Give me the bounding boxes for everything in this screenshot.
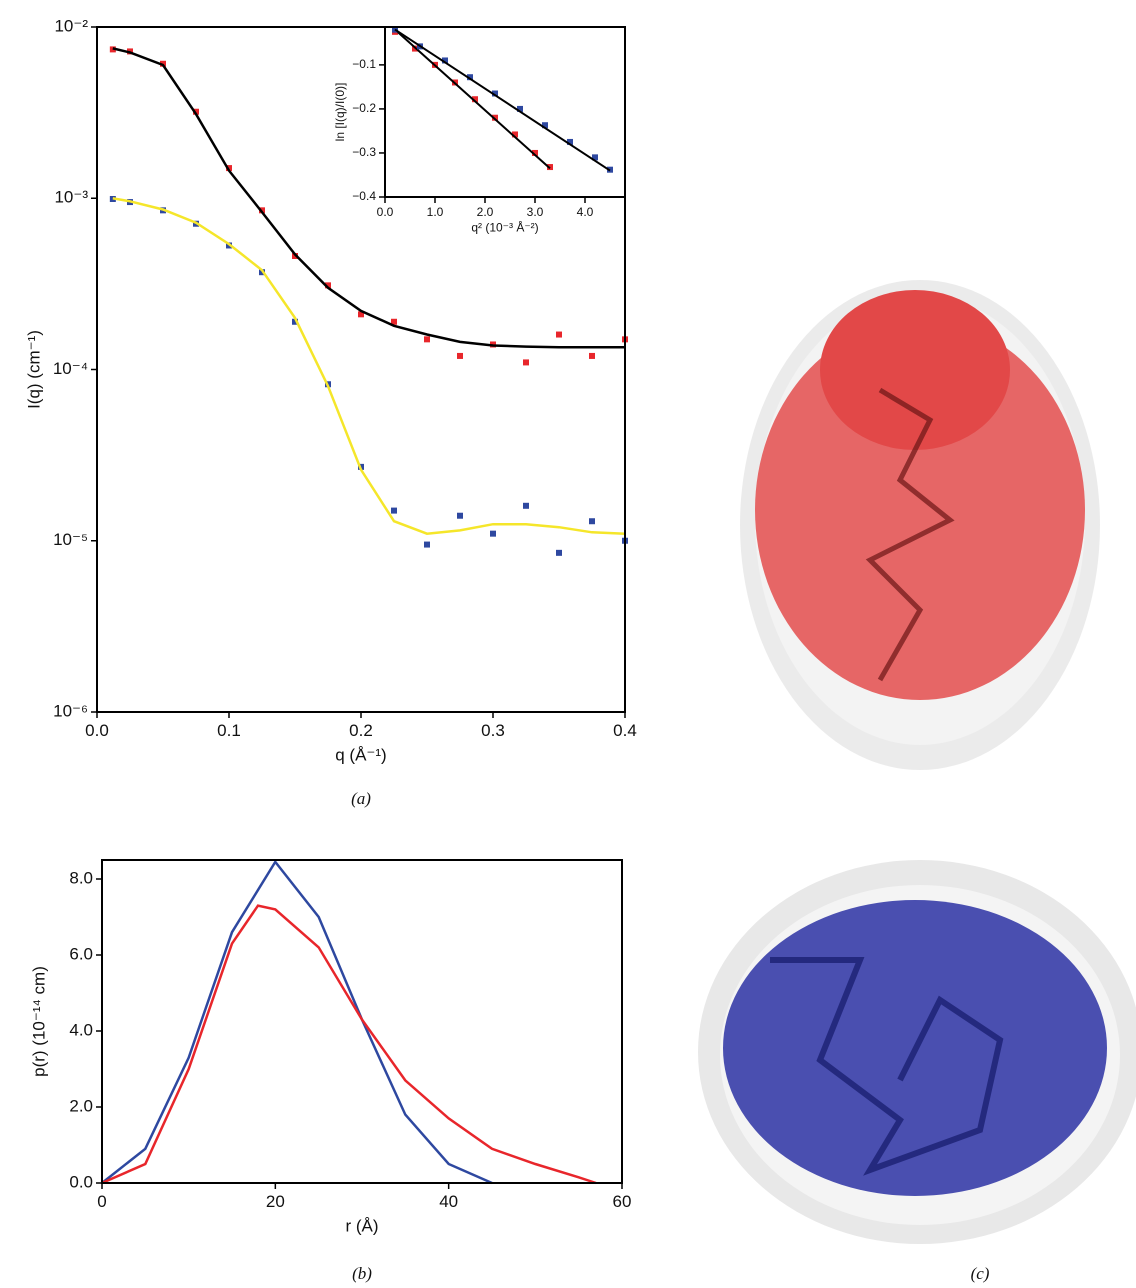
y-tick-label: 0.0 [69, 1172, 93, 1191]
y-tick-label: 10⁻⁴ [53, 359, 88, 378]
chart: 0.0 1.0 2.0 3.0 4.0 −0.4 −0.3 −0.2 −0.1 q² (10⁻³ … [333, 26, 626, 234]
x-tick-label: 0.3 [481, 721, 505, 740]
y-tick-label: −0.1 [352, 57, 376, 71]
x-tick-label: 2.0 [477, 205, 494, 219]
y-tick-label: −0.3 [352, 145, 376, 159]
x-axis-label: r (Å) [345, 1217, 378, 1236]
fit-line [394, 28, 551, 170]
y-tick-label: 10⁻⁶ [53, 701, 88, 720]
plot-frame [384, 26, 626, 198]
data-point [532, 149, 538, 156]
y-axis-label: p(r) (10⁻¹⁴ cm) [29, 966, 48, 1077]
y-axis-label: ln [I(q)/I(0)] [333, 83, 347, 142]
y-tick-label: 2.0 [69, 1096, 93, 1115]
y-tick-label: 10⁻³ [54, 188, 88, 207]
x-tick-label: 0.0 [85, 721, 109, 740]
data-point [556, 549, 562, 556]
data-point [358, 311, 364, 318]
x-axis-label: q² (10⁻³ Å⁻²) [471, 219, 538, 234]
chart: 0.0 0.1 0.2 0.3 0.4 10⁻⁶ 10⁻⁵ 10⁻⁴ 10⁻³ 10⁻² q (Å⁻… [24, 16, 636, 807]
x-tick-label: 0.0 [377, 205, 394, 219]
x-tick-label: 0.4 [613, 721, 637, 740]
data-point [457, 512, 463, 519]
x-tick-label: 20 [266, 1192, 285, 1211]
y-tick-label: −0.2 [352, 101, 376, 115]
plot-frame [101, 859, 623, 1184]
y-tick-label: 10⁻² [54, 16, 88, 35]
data-point [391, 507, 397, 514]
data-point [556, 331, 562, 338]
data-point [490, 530, 496, 537]
data-point [512, 131, 518, 138]
data-point [424, 336, 430, 343]
fit-line [101, 904, 597, 1185]
y-tick-label: 8.0 [69, 868, 93, 887]
fit-line [394, 28, 611, 172]
chart: 0 20 40 60 0.0 2.0 4.0 6.0 8.0 r (Å) p(r) (10⁻¹⁴ c… [29, 859, 632, 1283]
data-point [547, 164, 553, 171]
data-point [523, 359, 529, 366]
x-tick-label: 0 [97, 1192, 106, 1211]
data-point [442, 57, 448, 64]
data-point [523, 502, 529, 509]
x-tick-label: 40 [439, 1192, 458, 1211]
fit-line [112, 197, 626, 535]
y-tick-label: 10⁻⁵ [53, 530, 88, 549]
data-point [472, 96, 478, 103]
data-point [589, 518, 595, 525]
plot-frame [96, 26, 626, 713]
x-axis-label: q (Å⁻¹) [335, 746, 386, 765]
fit-line [101, 859, 493, 1185]
data-point [424, 541, 430, 548]
data-point [457, 352, 463, 359]
data-point [567, 138, 573, 145]
data-point [325, 282, 331, 289]
caption: (b) [352, 1264, 372, 1283]
data-point [517, 105, 523, 112]
caption: (c) [971, 1264, 990, 1283]
model-blue [698, 860, 1136, 1244]
model-red [740, 280, 1100, 770]
y-tick-label: −0.4 [352, 189, 376, 203]
data-point [391, 318, 397, 325]
y-axis-label: I(q) (cm⁻¹) [24, 330, 43, 409]
x-tick-label: 60 [613, 1192, 632, 1211]
y-tick-label: 6.0 [69, 944, 93, 963]
x-tick-label: 0.1 [217, 721, 241, 740]
caption: (a) [351, 789, 371, 808]
data-point [592, 154, 598, 161]
data-point [492, 114, 498, 121]
x-tick-label: 1.0 [427, 205, 444, 219]
x-tick-label: 3.0 [527, 205, 544, 219]
data-point [589, 352, 595, 359]
data-point [542, 122, 548, 129]
data-point [292, 318, 298, 325]
y-tick-label: 4.0 [69, 1020, 93, 1039]
data-point [492, 90, 498, 97]
x-tick-label: 4.0 [577, 205, 594, 219]
data-point [467, 74, 473, 81]
data-point [226, 165, 232, 172]
data-point [193, 108, 199, 115]
fit-line [112, 47, 625, 349]
x-tick-label: 0.2 [349, 721, 373, 740]
